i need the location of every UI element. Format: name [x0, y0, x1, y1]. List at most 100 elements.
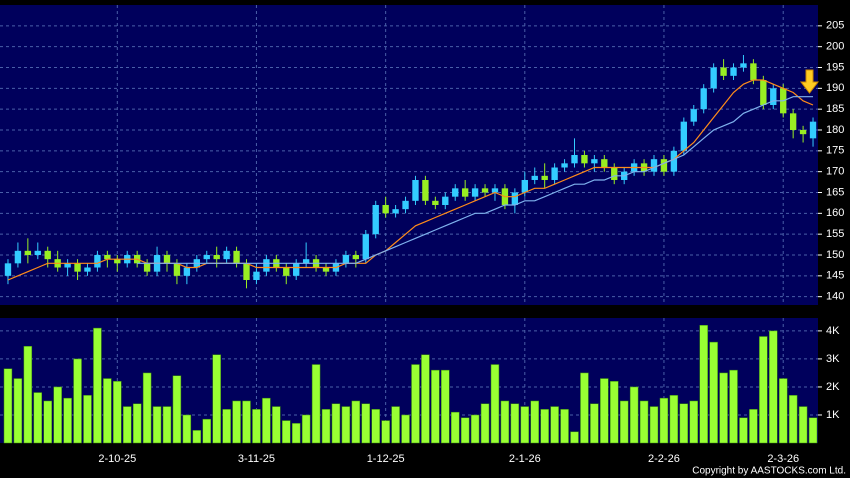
y-tick-label: 175 — [826, 145, 844, 157]
candle-body — [700, 88, 707, 110]
volume-bar — [778, 378, 788, 444]
candle-body — [422, 180, 429, 201]
volume-bar — [590, 403, 599, 444]
volume-bar — [401, 414, 410, 444]
volume-bar — [222, 409, 231, 444]
candle-body — [809, 121, 817, 139]
volume-bar — [142, 372, 152, 444]
volume-bar — [699, 325, 708, 444]
volume-bar — [123, 406, 132, 444]
candle-body — [223, 250, 230, 260]
candle-body — [362, 234, 369, 260]
volume-bar — [560, 409, 569, 444]
y-tick-label: 2K — [826, 381, 840, 393]
candle-body — [402, 200, 409, 210]
volume-bar — [381, 420, 390, 444]
volume-bar — [232, 400, 241, 444]
volume-bar — [759, 336, 768, 444]
volume-bar — [272, 406, 281, 444]
candle-body — [233, 250, 240, 264]
volume-bar — [550, 406, 559, 444]
candle-body — [322, 267, 330, 272]
candle-body — [511, 192, 519, 205]
volume-bar — [132, 403, 142, 444]
volume-bar — [659, 397, 669, 444]
volume-bar — [83, 395, 92, 444]
y-tick-label: 180 — [826, 124, 844, 136]
y-tick-label: 185 — [826, 103, 844, 115]
y-tick-label: 1K — [826, 409, 840, 421]
y-tick-label: 165 — [826, 186, 844, 198]
candle-body — [571, 155, 578, 164]
candle-body — [481, 188, 489, 193]
candle-body — [471, 188, 479, 197]
candle-body — [44, 250, 51, 260]
volume-bar — [411, 364, 420, 444]
candle-body — [34, 250, 41, 255]
volume-bar — [73, 358, 82, 444]
volume-bar — [301, 414, 311, 444]
candle-body — [24, 250, 32, 255]
x-tick-label: 2-3-26 — [767, 453, 799, 465]
candle-body — [770, 88, 777, 105]
volume-bar — [182, 414, 192, 444]
candle-body — [799, 130, 807, 135]
volume-bar — [371, 409, 380, 444]
x-tick-label: 3-11-25 — [238, 453, 275, 465]
volume-bar — [460, 417, 470, 444]
volume-bar — [162, 406, 172, 444]
volume-bar — [540, 409, 549, 444]
candle-body — [342, 255, 350, 264]
candle-body — [531, 175, 538, 180]
candle-body — [302, 259, 310, 264]
candle-body — [94, 255, 101, 268]
volume-bar — [629, 386, 639, 444]
volume-bar — [798, 406, 808, 444]
y-tick-label: 160 — [826, 207, 844, 219]
volume-bar — [441, 369, 450, 444]
candle-body — [760, 80, 767, 105]
y-tick-label: 140 — [826, 291, 844, 303]
candle-body — [283, 267, 290, 276]
candle-body — [611, 167, 618, 180]
volume-bar — [769, 330, 778, 444]
volume-bar — [580, 372, 589, 444]
arrow-icon — [799, 69, 820, 94]
volume-bar — [202, 418, 211, 444]
volume-bar — [729, 369, 738, 444]
volume-bar — [431, 369, 440, 444]
volume-bar — [212, 354, 221, 444]
volume-bar — [341, 406, 351, 444]
volume-bar — [262, 397, 271, 444]
candle-body — [432, 200, 439, 205]
candle-body — [461, 188, 469, 197]
volume-bar — [331, 403, 341, 444]
candle-body — [114, 259, 121, 264]
volume-bar — [470, 414, 480, 444]
candle-body — [541, 175, 548, 180]
y-tick-label: 150 — [826, 249, 844, 261]
volume-bar — [570, 431, 579, 444]
candle-body — [74, 263, 81, 272]
y-tick-label: 4K — [826, 325, 840, 337]
volume-bar — [510, 403, 520, 444]
price-panel — [0, 5, 818, 305]
y-tick-label: 200 — [826, 41, 844, 53]
volume-bar — [421, 354, 430, 444]
candle-body — [183, 267, 191, 276]
candle-body — [690, 109, 697, 122]
volume-bar — [649, 406, 659, 444]
candle-body — [143, 263, 151, 272]
candle-body — [670, 150, 678, 172]
volume-bar — [391, 406, 400, 444]
volume-bar — [639, 400, 649, 444]
candle-body — [84, 267, 91, 272]
candle-body — [491, 188, 499, 193]
candle-body — [372, 205, 379, 235]
volume-bar — [152, 406, 162, 444]
plot-layer: 2-10-25 3-11-25 1-12-25 2-1-26 2-2-26 2-3-26 1… — [0, 5, 844, 465]
candle-body — [740, 63, 747, 68]
candle-body — [730, 67, 737, 76]
candle-body — [650, 159, 658, 172]
